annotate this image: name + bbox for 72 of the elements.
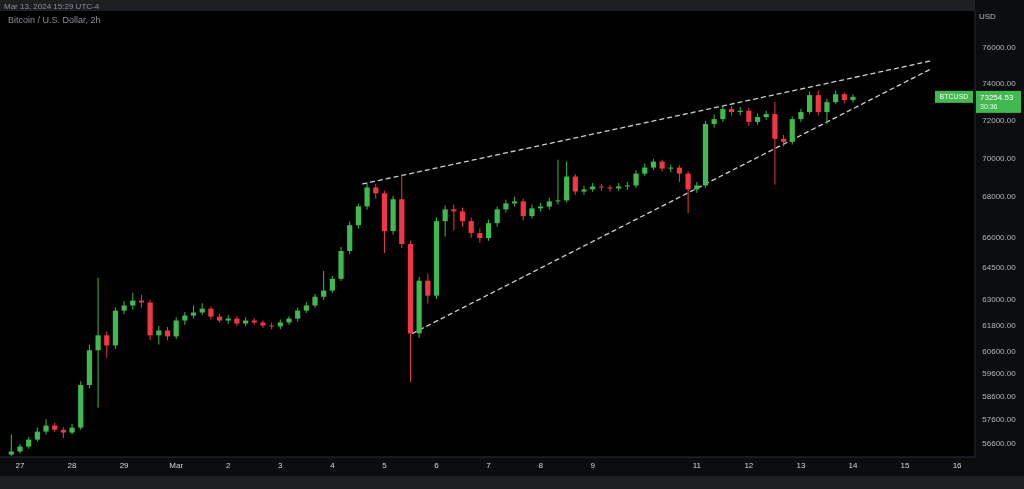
candlestick [581, 185, 587, 196]
y-tick-label: 74000.00 [982, 79, 1017, 89]
candlestick [234, 315, 240, 327]
x-tick-label: 3 [278, 461, 284, 470]
candlestick [564, 161, 570, 204]
chart-subtitle: Mar 13, 2024 15:29 UTC-4 [4, 1, 100, 11]
x-tick-label: 5 [382, 461, 388, 470]
candlestick [850, 93, 856, 103]
candlestick [355, 203, 361, 230]
candlestick [789, 115, 795, 145]
x-tick-label: 16 [952, 461, 963, 470]
candlestick [459, 207, 466, 228]
y-tick-label: 58600.00 [982, 391, 1017, 401]
candlestick [468, 217, 474, 239]
x-tick-label: 28 [67, 461, 78, 470]
candlestick [43, 418, 49, 435]
x-tick-label: 15 [900, 461, 911, 470]
candlestick [572, 173, 578, 196]
y-axis-title: USD [979, 12, 997, 21]
candlestick [555, 159, 561, 206]
x-tick-label: 27 [15, 461, 25, 470]
candlestick [104, 330, 110, 359]
y-tick-label: 57600.00 [982, 415, 1017, 425]
y-tick-label: 76000.00 [982, 43, 1017, 53]
candlestick [95, 277, 101, 409]
y-tick-label: 68000.00 [982, 192, 1017, 202]
y-tick-label: 61800.00 [982, 320, 1017, 330]
candlestick [8, 433, 14, 457]
candlestick [173, 316, 179, 340]
candlestick [824, 98, 830, 125]
candlestick [425, 273, 431, 304]
candlestick [121, 300, 127, 315]
chart-title: Bitcoin / U.S. Dollar, 2h [8, 15, 101, 25]
y-tick-label: 60600.00 [982, 346, 1017, 356]
candlestick [503, 199, 509, 214]
candlestick [815, 90, 821, 116]
y-tick-label: 72000.00 [982, 115, 1017, 125]
text: 73254.53 [980, 92, 1014, 102]
candlestick [485, 219, 492, 242]
candlestick [182, 311, 188, 326]
y-tick-label: 66000.00 [982, 232, 1017, 242]
y-tick-label: 70000.00 [982, 153, 1017, 163]
candlestick [364, 182, 370, 211]
x-tick-label: 2 [226, 461, 232, 470]
x-tick-label: 13 [796, 461, 806, 470]
candlestick [477, 228, 483, 244]
x-tick-label: 14 [848, 461, 858, 470]
y-tick-label: 64500.00 [982, 263, 1017, 273]
candlestick [442, 205, 448, 238]
candlestick [798, 108, 804, 123]
x-tick-label: 4 [330, 461, 336, 470]
x-tick-label: Mar [169, 461, 184, 470]
candlestick [321, 270, 327, 301]
candlestick [711, 113, 717, 129]
x-tick-label: 8 [538, 461, 544, 470]
candlestick [520, 198, 526, 222]
candlestick [451, 204, 457, 232]
y-tick-label: 63000.00 [982, 294, 1017, 304]
x-tick-label: 9 [590, 461, 596, 470]
x-tick-label: 7 [486, 461, 492, 470]
y-tick-label: 56600.00 [982, 438, 1017, 448]
candlestick [685, 170, 691, 214]
x-tick-label: 11 [692, 461, 702, 470]
candlestick [286, 315, 292, 326]
candlestick [69, 423, 75, 435]
x-tick-label: 29 [119, 461, 130, 470]
x-tick-label: 6 [434, 461, 440, 470]
candlestick [494, 206, 500, 228]
candlestick [607, 184, 613, 193]
candlestick [806, 90, 813, 115]
x-tick-label: 12 [744, 461, 754, 470]
y-tick-label: 59600.00 [982, 369, 1017, 379]
